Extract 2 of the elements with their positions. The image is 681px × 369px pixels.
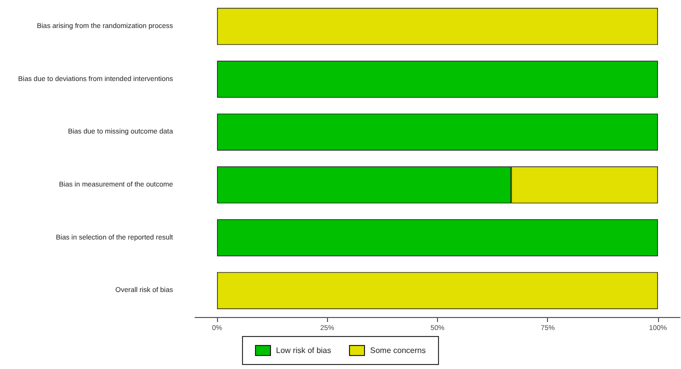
legend-label: Low risk of bias <box>276 346 332 355</box>
legend-label: Some concerns <box>370 346 426 355</box>
